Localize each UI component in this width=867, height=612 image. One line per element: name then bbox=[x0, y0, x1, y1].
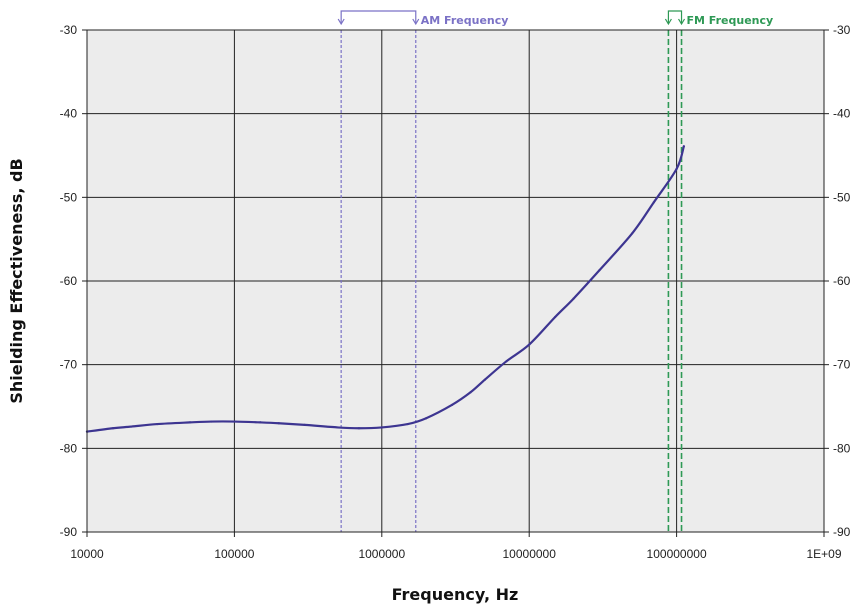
y-tick-label-right: -60 bbox=[833, 274, 851, 288]
x-tick-label: 10000 bbox=[70, 547, 104, 561]
y-tick-label-right: -70 bbox=[833, 358, 851, 372]
am-band: AM Frequency bbox=[337, 10, 509, 532]
y-tick-label-right: -30 bbox=[833, 23, 851, 37]
y-tick-label-left: -60 bbox=[60, 274, 78, 288]
band-bracket bbox=[340, 10, 417, 24]
band-label: FM Frequency bbox=[687, 14, 774, 27]
y-tick-label-right: -50 bbox=[833, 190, 851, 204]
data-point bbox=[598, 269, 601, 272]
data-point bbox=[682, 145, 685, 148]
y-tick-label-left: -70 bbox=[60, 358, 78, 372]
band-arrow-end bbox=[412, 18, 420, 26]
x-tick-label: 100000 bbox=[214, 547, 254, 561]
y-tick-label-left: -90 bbox=[60, 525, 78, 539]
band-arrow-end bbox=[678, 18, 686, 26]
x-axis-title: Frequency, Hz bbox=[392, 585, 519, 604]
y-tick-label-right: -90 bbox=[833, 525, 851, 539]
band-arrow-start bbox=[664, 18, 672, 26]
data-point bbox=[425, 417, 428, 420]
x-tick-label: 10000000 bbox=[503, 547, 557, 561]
data-point bbox=[336, 426, 339, 429]
data-point bbox=[528, 343, 531, 346]
data-point bbox=[210, 420, 213, 423]
data-point bbox=[469, 391, 472, 394]
x-tick-label: 100000000 bbox=[647, 547, 707, 561]
data-point bbox=[572, 297, 575, 300]
data-point bbox=[156, 422, 159, 426]
data-point bbox=[483, 378, 486, 381]
band-arrow-start bbox=[337, 18, 345, 26]
series-layer bbox=[85, 145, 685, 433]
x-tick-label: 1000000 bbox=[358, 547, 405, 561]
y-tick-label-right: -80 bbox=[833, 441, 851, 455]
y-tick-label-right: -40 bbox=[833, 107, 851, 121]
frequency-bands: AM Frequency FM Frequency bbox=[337, 10, 774, 532]
y-tick-label-left: -30 bbox=[60, 23, 78, 37]
band-label: AM Frequency bbox=[421, 14, 509, 27]
fm-band: FM Frequency bbox=[664, 10, 774, 532]
data-point bbox=[451, 403, 454, 406]
data-point bbox=[130, 425, 133, 428]
data-point bbox=[675, 167, 678, 170]
data-point bbox=[303, 423, 306, 427]
data-point bbox=[111, 427, 115, 430]
y-axis-title: Shielding Effectiveness, dB bbox=[7, 158, 26, 403]
data-point bbox=[277, 422, 280, 425]
data-point bbox=[554, 315, 557, 319]
data-point bbox=[406, 422, 409, 426]
data-point bbox=[652, 201, 655, 204]
y-tick-label-left: -40 bbox=[60, 107, 78, 121]
data-point bbox=[357, 427, 361, 430]
y-tick-label-left: -80 bbox=[60, 441, 78, 455]
data-point bbox=[259, 421, 262, 424]
plot-frame bbox=[86, 29, 825, 533]
data-point bbox=[631, 232, 634, 235]
data-point bbox=[233, 420, 236, 423]
data-point bbox=[505, 360, 508, 363]
data-point bbox=[380, 426, 383, 429]
data-point bbox=[188, 421, 192, 424]
x-tick-label: 1E+09 bbox=[806, 547, 841, 561]
tick-labels: 10000 100000 1000000 10000000 100000000 1E+09… bbox=[60, 23, 851, 561]
y-tick-label-left: -50 bbox=[60, 190, 78, 204]
band-bracket bbox=[667, 10, 683, 24]
